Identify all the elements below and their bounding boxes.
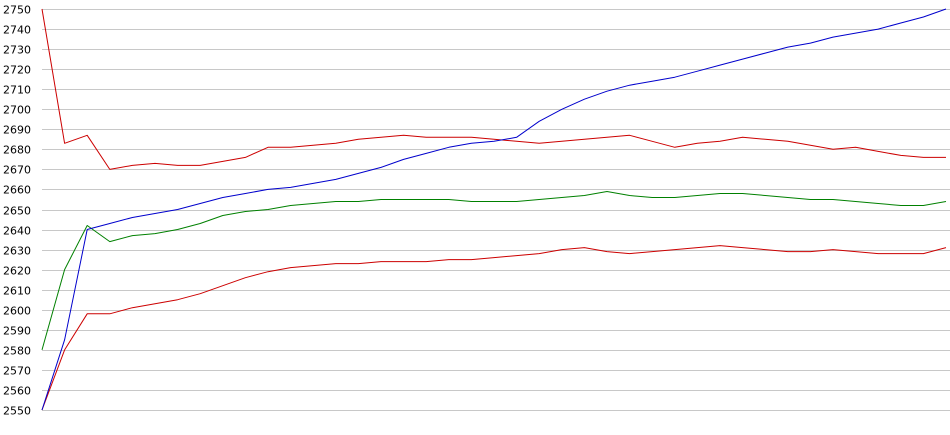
grid-lines xyxy=(42,9,950,411)
y-tick-label: 2750 xyxy=(3,4,31,17)
y-tick-label: 2570 xyxy=(3,365,31,378)
y-tick-label: 2580 xyxy=(3,345,31,358)
y-tick-label: 2720 xyxy=(3,64,31,77)
y-tick-label: 2670 xyxy=(3,164,31,177)
y-tick-label: 2650 xyxy=(3,205,31,218)
y-tick-label: 2730 xyxy=(3,44,31,57)
series-line-2 xyxy=(41,245,947,411)
y-tick-label: 2710 xyxy=(3,84,31,97)
y-tick-label: 2690 xyxy=(3,124,31,137)
y-tick-label: 2630 xyxy=(3,245,31,258)
y-tick-label: 2550 xyxy=(3,405,31,418)
y-tick-label: 2640 xyxy=(3,225,31,238)
series-line-3 xyxy=(41,191,947,351)
series-line-1 xyxy=(41,8,946,170)
series-line-4 xyxy=(41,8,947,411)
y-tick-label: 2610 xyxy=(3,285,31,298)
y-tick-label: 2660 xyxy=(3,184,31,197)
y-tick-label: 2700 xyxy=(3,104,31,117)
series-lines xyxy=(41,8,947,411)
y-tick-label: 2590 xyxy=(3,325,31,338)
y-tick-label: 2620 xyxy=(3,265,31,278)
y-tick-label: 2600 xyxy=(3,305,31,318)
y-axis-tick-labels: 2550 2560 2570 2580 2590 2600 2610 2620 2630 2640… xyxy=(3,4,31,418)
y-tick-label: 2680 xyxy=(3,144,31,157)
y-tick-label: 2560 xyxy=(3,385,31,398)
y-tick-label: 2740 xyxy=(3,24,31,37)
